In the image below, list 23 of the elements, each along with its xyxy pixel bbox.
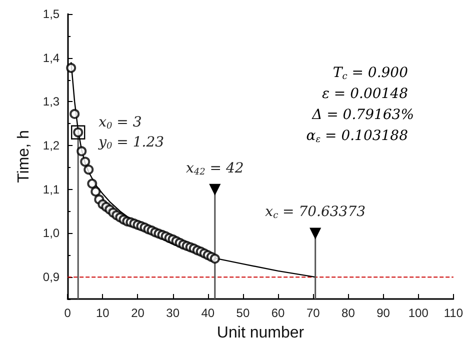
- x-tick-label: 20: [131, 306, 145, 320]
- x-tick-label: 40: [201, 306, 215, 320]
- x-axis-title: Unit number: [216, 324, 305, 342]
- x-tick-label: 110: [444, 306, 464, 320]
- y-tick-label: 1,0: [42, 226, 60, 240]
- x-tick-label: 0: [64, 306, 72, 320]
- y-tick-label: 1,5: [42, 7, 60, 21]
- x-tick-label: 10: [96, 306, 110, 320]
- x-tick-label: 30: [166, 306, 180, 320]
- x-tick-label: 90: [376, 306, 390, 320]
- annotation: Δ = 0.79163%: [311, 107, 414, 123]
- y-tick-label: 1,2: [42, 138, 60, 153]
- y-tick-label: 1,4: [42, 50, 60, 65]
- y-tick-label: 1,3: [42, 94, 60, 109]
- x-tick-label: 100: [408, 306, 429, 320]
- y-tick-label: 0,9: [42, 270, 60, 284]
- y-tick-label: 1,1: [42, 182, 60, 196]
- annotation: ε = 0.00148: [322, 86, 408, 102]
- x-tick-label: 60: [271, 306, 286, 320]
- x-tick-label: 80: [342, 306, 356, 320]
- y-axis-title: Time, h: [16, 130, 32, 183]
- x-tick-label: 70: [306, 306, 320, 320]
- x-tick-label: 50: [236, 306, 250, 320]
